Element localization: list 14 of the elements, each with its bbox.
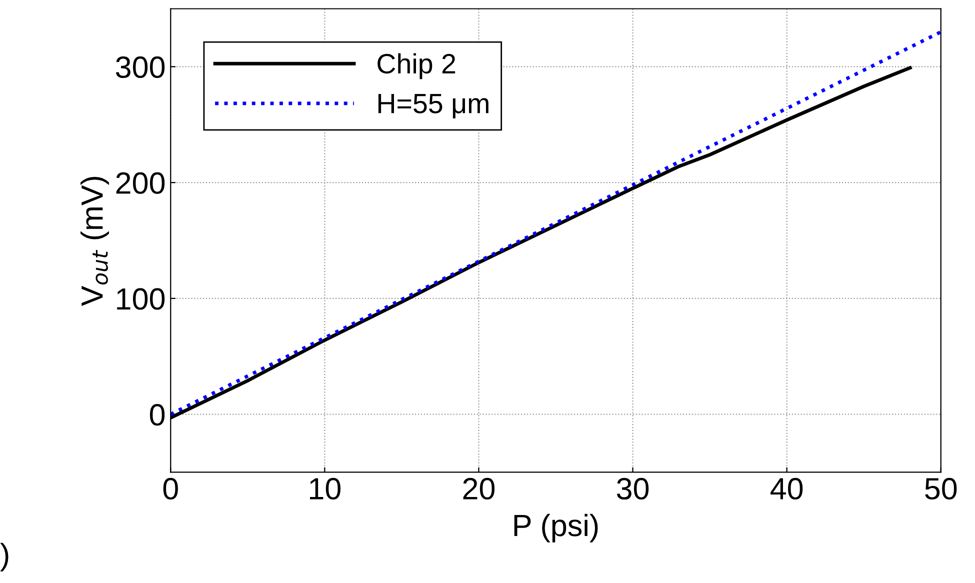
text: ) (0, 542, 8, 572)
x-tick-label: 30 (616, 478, 649, 500)
legend-label: Chip 2 (378, 53, 456, 80)
x-axis-title: P (psi) (514, 514, 598, 542)
y-tick-label: 0 (150, 404, 165, 426)
y-tick-label: 100 (117, 288, 165, 310)
y-axis-title: V$_{out}$ (mV) (80, 176, 109, 306)
x-tick-label: 10 (310, 478, 340, 500)
legend-label: H=55 μm (378, 94, 488, 118)
x-tick-label: 40 (770, 478, 803, 500)
x-tick-label: 20 (463, 478, 495, 500)
y-tick-label: 200 (116, 172, 165, 194)
x-tick-label: 50 (925, 478, 957, 500)
y-tick-label: 300 (116, 56, 165, 78)
